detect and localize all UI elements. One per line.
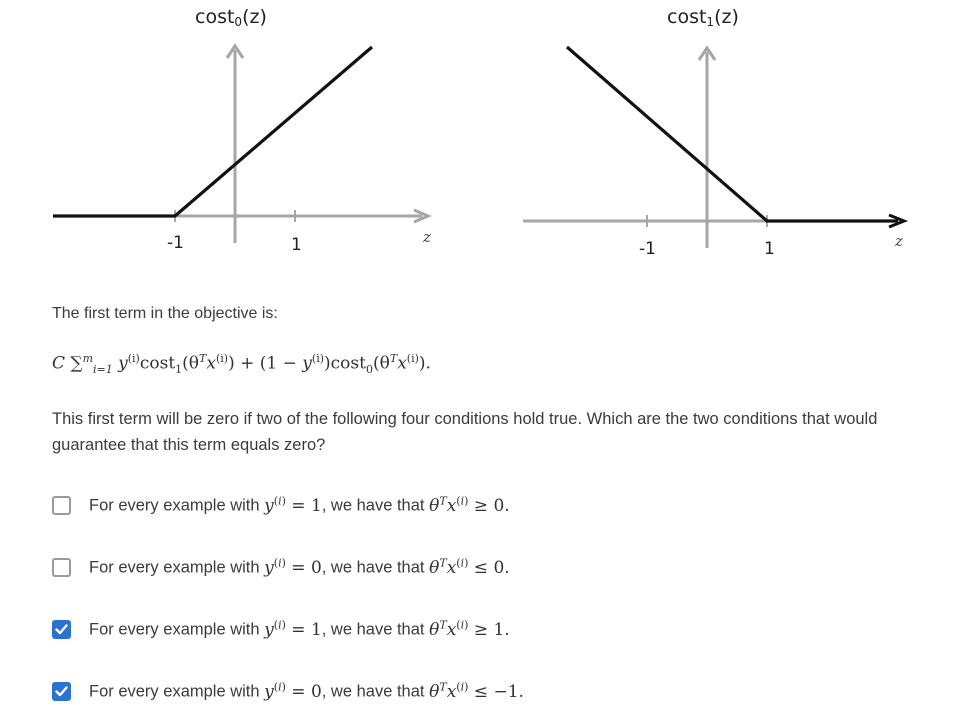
cost1-x-axis-arrow — [888, 213, 909, 229]
objective-formula: C ∑mi=1 y(i)cost1(θTx(i)) + (1 − y(i))co… — [52, 352, 431, 377]
option-3[interactable]: For every example with y(i) = 1, we have… — [52, 616, 510, 642]
cost1-title: cost1(z) — [667, 6, 739, 29]
cost1-curve — [565, 45, 898, 223]
option-1-text: For every example with y(i) = 1, we have… — [89, 494, 510, 516]
checkmark-icon — [55, 623, 68, 634]
option-1[interactable]: For every example with y(i) = 1, we have… — [52, 492, 510, 518]
cost1-axis-label: z — [895, 232, 903, 250]
option-3-text: For every example with y(i) = 1, we have… — [89, 618, 510, 640]
checkbox-option-3[interactable] — [52, 619, 71, 639]
cost0-y-axis-arrow — [225, 43, 245, 59]
cost0-x-axis-arrow — [413, 208, 432, 224]
cost0-axis-label: z — [423, 228, 431, 246]
cost0-tick-pos-label: 1 — [291, 235, 302, 255]
cost0-tick-neg-label: -1 — [167, 233, 184, 253]
cost1-plot — [523, 45, 909, 248]
cost0-title: cost0(z) — [195, 6, 267, 29]
option-4[interactable]: For every example with y(i) = 0, we have… — [52, 678, 524, 704]
checkmark-icon — [55, 685, 68, 696]
question-text: This first term will be zero if two of t… — [52, 410, 878, 454]
option-2[interactable]: For every example with y(i) = 0, we have… — [52, 554, 510, 580]
checkbox-option-4[interactable] — [52, 681, 71, 701]
checkbox-option-1[interactable] — [52, 495, 71, 515]
cost1-y-axis-arrow — [697, 45, 717, 61]
objective-prompt: The first term in the objective is: — [52, 305, 278, 322]
option-4-text: For every example with y(i) = 0, we have… — [89, 680, 524, 702]
cost1-tick-neg-label: -1 — [639, 239, 656, 259]
cost0-plot — [53, 43, 432, 243]
option-2-text: For every example with y(i) = 0, we have… — [89, 556, 510, 578]
cost1-tick-pos-label: 1 — [764, 239, 775, 259]
checkbox-option-2[interactable] — [52, 557, 71, 577]
cost0-curve — [53, 45, 374, 218]
